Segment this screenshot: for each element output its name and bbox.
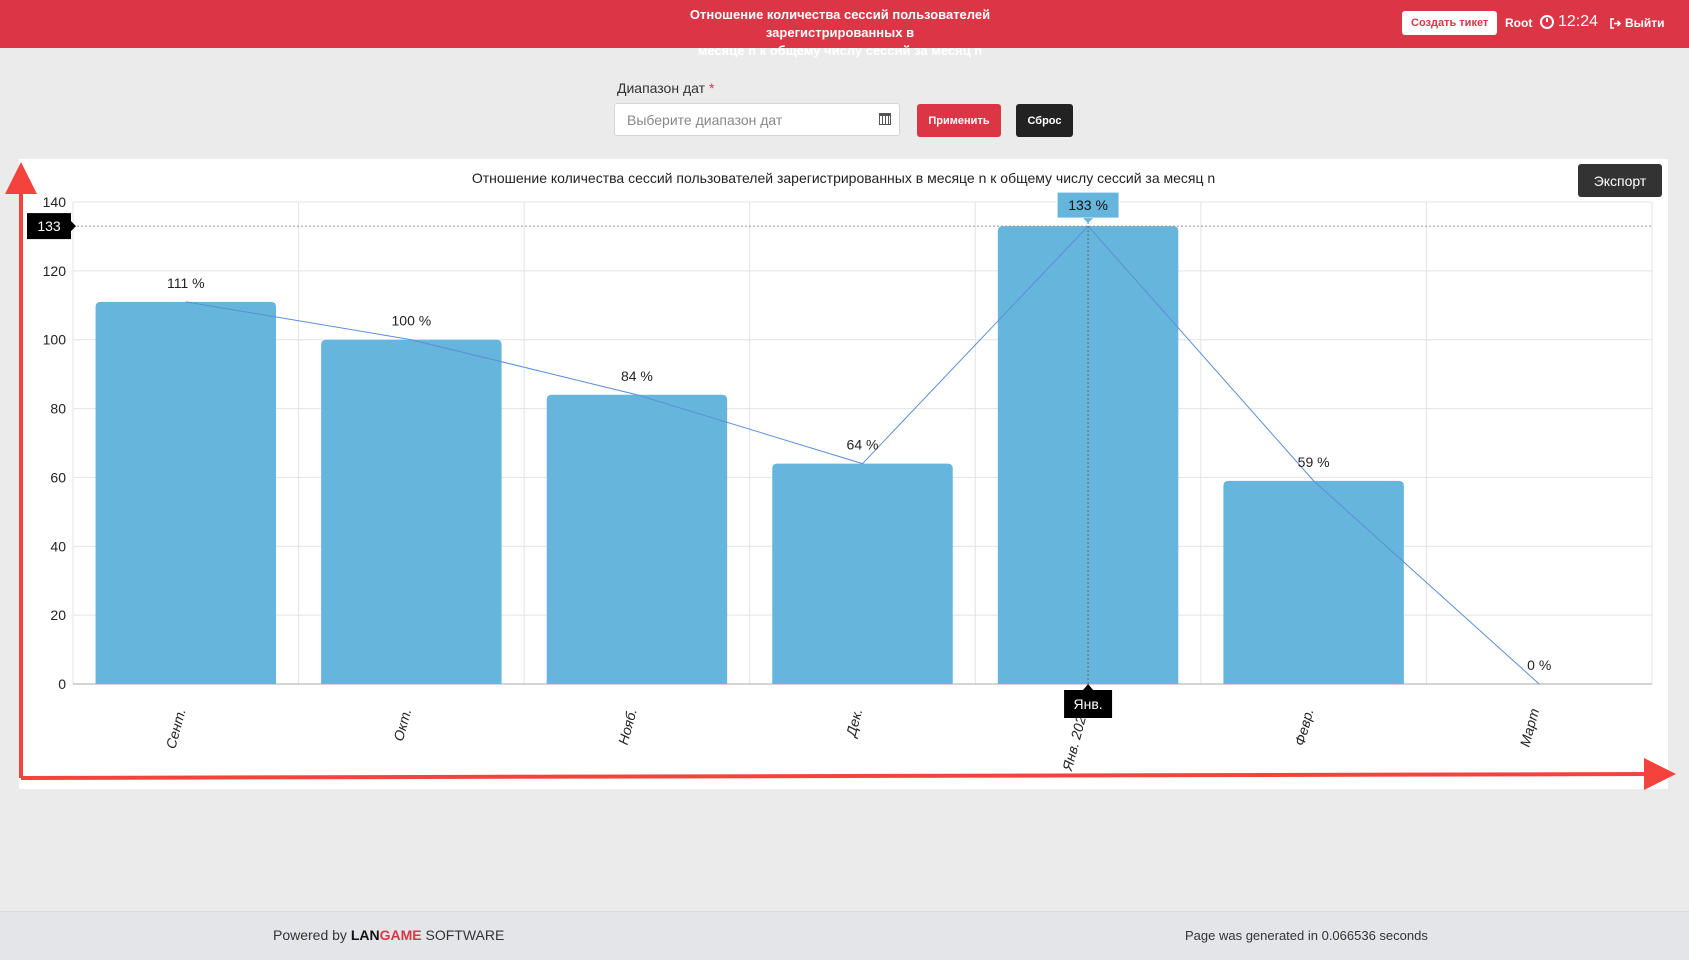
create-ticket-button[interactable]: Создать тикет <box>1402 11 1498 35</box>
trend-line <box>185 225 1540 685</box>
crosshair-tooltip-pointer <box>1083 218 1094 224</box>
crosshair-y-label: 133 <box>27 213 76 240</box>
y-tick-label: 60 <box>50 469 66 485</box>
bar <box>546 394 728 684</box>
clock-icon <box>1540 15 1554 29</box>
bar <box>95 301 277 684</box>
x-tick-label: Нояб. <box>615 707 640 747</box>
page-title-line-1: Отношение количества сессий пользователе… <box>689 7 991 40</box>
date-range-input[interactable] <box>614 103 900 136</box>
page-title: Отношение количества сессий пользователе… <box>620 6 1060 60</box>
bar <box>321 339 502 684</box>
y-tick-label: 20 <box>50 607 66 623</box>
brand-part-lan: LAN <box>350 927 380 943</box>
x-tick-label: Окт. <box>390 707 414 743</box>
crosshair-x-label: Янв. <box>1064 684 1113 718</box>
data-label: 100 % <box>392 313 432 329</box>
data-label: 111 % <box>167 275 205 291</box>
crosshair-x-label-pointer <box>1083 684 1094 690</box>
date-range-label: Диапазон дат * <box>617 80 714 96</box>
clock-time: 12:24 <box>1558 13 1599 30</box>
powered-by-prefix: Powered by <box>273 927 347 943</box>
brand-logo: LANGAME <box>351 927 422 943</box>
bar <box>772 463 953 684</box>
logout-link[interactable]: Выйти <box>1610 16 1665 30</box>
brand-part-game: GAME <box>379 927 422 943</box>
y-tick-label: 80 <box>50 401 66 417</box>
x-tick-label: Март <box>1517 706 1543 748</box>
logout-label: Выйти <box>1625 16 1665 30</box>
crosshair-y-label-box <box>27 213 71 240</box>
required-mark: * <box>709 80 715 96</box>
crosshair-y-label-text: 133 <box>37 218 61 234</box>
sign-out-icon <box>1610 17 1621 29</box>
crosshair-x-label-box <box>1064 690 1113 718</box>
y-tick-label: 40 <box>50 538 66 554</box>
crosshair-tooltip-box <box>1056 191 1120 219</box>
footer: Powered by LANGAME SOFTWARE Page was gen… <box>0 911 1689 960</box>
crosshair-y-label-pointer <box>71 221 76 232</box>
crosshair-tooltip: 133 % <box>1056 191 1120 224</box>
powered-by: Powered by LANGAME SOFTWARE <box>273 927 504 943</box>
x-tick-label: Февр. <box>1291 707 1316 748</box>
clock: 12:24 <box>1540 13 1598 31</box>
apply-button[interactable]: Применить <box>917 104 1001 137</box>
y-tick-label: 140 <box>43 194 67 210</box>
chart-title: Отношение количества сессий пользователе… <box>471 170 1216 186</box>
x-tick-label: Сент. <box>163 707 189 751</box>
crosshair-x-label-text: Янв. <box>1073 696 1102 712</box>
data-label: 0 % <box>1527 657 1551 673</box>
export-button[interactable]: Экспорт <box>1578 164 1662 197</box>
reset-button[interactable]: Сброс <box>1016 104 1073 137</box>
crosshair-tooltip-text: 133 % <box>1068 197 1108 213</box>
user-name[interactable]: Root <box>1505 16 1533 30</box>
page-title-line-2: месяце n к общему числу сессий за месяц … <box>697 43 983 58</box>
data-label: 64 % <box>847 437 879 453</box>
data-label: 84 % <box>621 368 653 384</box>
top-bar: Отношение количества сессий пользователе… <box>0 0 1689 58</box>
generation-time: Page was generated in 0.066536 seconds <box>1185 928 1428 943</box>
calendar-icon[interactable] <box>879 113 891 125</box>
y-tick-label: 0 <box>58 676 66 692</box>
y-tick-label: 100 <box>43 332 67 348</box>
y-tick-label: 120 <box>43 263 67 279</box>
annotation-arrow-horizontal <box>20 758 1676 791</box>
data-label: 59 % <box>1298 454 1330 470</box>
brand-part-software: SOFTWARE <box>425 927 505 943</box>
bar <box>1223 480 1404 684</box>
x-tick-label: Дек. <box>842 707 865 740</box>
date-range-label-text: Диапазон дат <box>617 80 706 96</box>
